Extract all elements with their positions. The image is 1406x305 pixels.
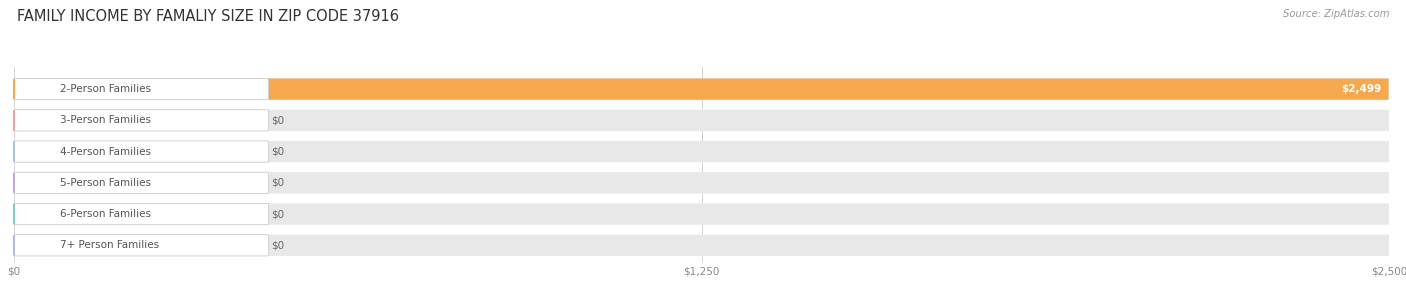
FancyBboxPatch shape	[14, 203, 269, 225]
Text: $0: $0	[271, 178, 284, 188]
FancyBboxPatch shape	[14, 78, 1389, 100]
FancyBboxPatch shape	[14, 235, 269, 256]
FancyBboxPatch shape	[14, 78, 1389, 100]
FancyBboxPatch shape	[14, 141, 269, 162]
Text: Source: ZipAtlas.com: Source: ZipAtlas.com	[1282, 9, 1389, 19]
Text: $0: $0	[271, 115, 284, 125]
Text: $2,499: $2,499	[1341, 84, 1382, 94]
Text: 7+ Person Families: 7+ Person Families	[60, 240, 159, 250]
FancyBboxPatch shape	[14, 235, 1389, 256]
Text: 5-Person Families: 5-Person Families	[60, 178, 150, 188]
FancyBboxPatch shape	[14, 110, 269, 131]
Text: 2-Person Families: 2-Person Families	[60, 84, 150, 94]
Text: FAMILY INCOME BY FAMALIY SIZE IN ZIP CODE 37916: FAMILY INCOME BY FAMALIY SIZE IN ZIP COD…	[17, 9, 399, 24]
Text: $0: $0	[271, 147, 284, 156]
FancyBboxPatch shape	[14, 110, 1389, 131]
Text: 4-Person Families: 4-Person Families	[60, 147, 150, 156]
FancyBboxPatch shape	[14, 203, 1389, 225]
Text: 6-Person Families: 6-Person Families	[60, 209, 150, 219]
FancyBboxPatch shape	[14, 78, 269, 100]
Text: $0: $0	[271, 209, 284, 219]
FancyBboxPatch shape	[14, 172, 269, 193]
Text: 3-Person Families: 3-Person Families	[60, 115, 150, 125]
Text: $0: $0	[271, 240, 284, 250]
FancyBboxPatch shape	[14, 141, 1389, 162]
FancyBboxPatch shape	[14, 172, 1389, 193]
